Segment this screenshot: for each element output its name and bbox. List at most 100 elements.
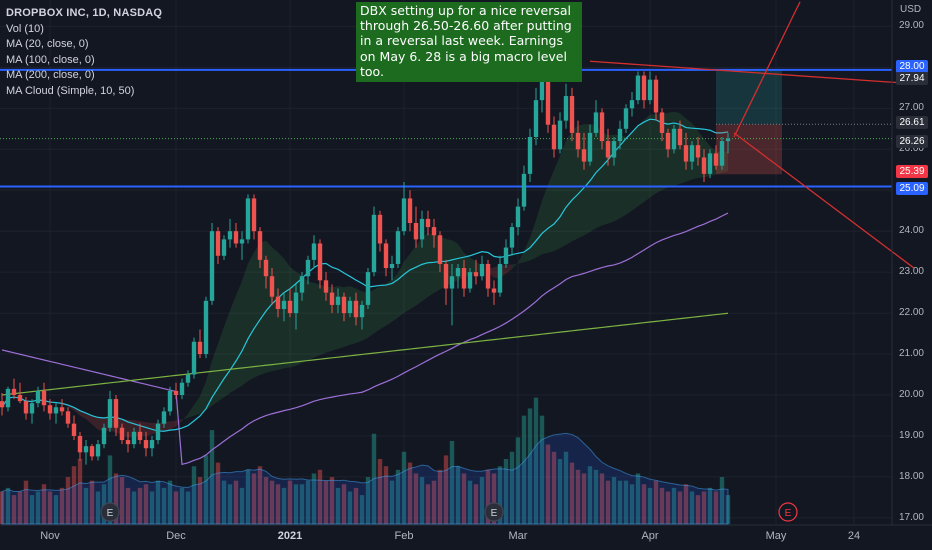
volume-bar [395, 469, 401, 524]
volume-bar [515, 437, 521, 524]
price-tag: 25.39 [896, 165, 928, 179]
candle-body [161, 411, 167, 424]
volume-bar [527, 408, 533, 524]
volume-bar [299, 484, 305, 524]
volume-bar [59, 487, 65, 524]
volume-bar [467, 480, 473, 524]
cloud-segment [224, 310, 230, 398]
volume-bar [419, 477, 425, 524]
volume-bar [179, 487, 185, 524]
cloud-segment [242, 263, 248, 386]
candle-body [35, 390, 41, 404]
candle-body [533, 100, 539, 137]
candle-body [725, 138, 731, 142]
legend-ma100[interactable]: MA (100, close, 0) [6, 53, 95, 66]
cloud-segment [314, 282, 320, 358]
ma20-line [1, 118, 729, 432]
x-tick-label: May [765, 530, 787, 542]
x-tick-label: Dec [166, 530, 186, 542]
volume-bar [203, 455, 209, 524]
volume-bar [197, 477, 203, 524]
candle-body [551, 124, 557, 150]
volume-bar [569, 462, 575, 524]
candle-body [143, 440, 149, 449]
volume-bar [563, 451, 569, 524]
candle-body [611, 141, 617, 158]
volume-bar [425, 484, 431, 524]
candle-body [179, 382, 185, 395]
candle-body [647, 79, 653, 101]
target-zone [716, 69, 782, 125]
symbol-title[interactable]: DROPBOX INC, 1D, NASDAQ [6, 7, 163, 19]
legend-ma-cloud[interactable]: MA Cloud (Simple, 10, 50) [6, 84, 135, 97]
cloud-segment [638, 119, 644, 207]
price-tag: 26.26 [896, 134, 928, 148]
candle-body [293, 292, 299, 314]
cloud-segment [194, 396, 200, 416]
volume-bar [641, 484, 647, 524]
volume-bar [263, 477, 269, 524]
candle-body [227, 231, 233, 240]
candle-body [185, 374, 191, 383]
volume-bar [293, 484, 299, 524]
volume-bar [101, 484, 107, 524]
volume-bar [275, 484, 281, 524]
candle-body [101, 427, 107, 445]
volume-bar [65, 477, 71, 524]
volume-bar [323, 480, 329, 524]
volume-bar [173, 491, 179, 524]
volume-bar [215, 462, 221, 524]
annotation-note[interactable]: DBX setting up for a nice reversal throu… [356, 2, 582, 83]
legend-ma200[interactable]: MA (200, close, 0) [6, 69, 95, 82]
volume-bar [683, 484, 689, 524]
cloud-segment [392, 272, 398, 322]
earnings-marker [778, 502, 798, 522]
cloud-segment [656, 113, 662, 194]
candle-body [665, 132, 671, 150]
volume-bar [449, 440, 455, 524]
cloud-segment [686, 118, 692, 182]
moving-averages [1, 118, 729, 466]
volume-bar [551, 451, 557, 524]
legend-volume[interactable]: Vol (10) [6, 22, 44, 35]
ma-cloud [2, 111, 728, 438]
candle-body [593, 112, 599, 133]
cloud-segment [560, 140, 566, 249]
cloud-segment [542, 184, 548, 255]
volume-bar [365, 477, 371, 524]
volume-bar [245, 469, 251, 524]
volume-bar [131, 491, 137, 524]
candle-body [323, 280, 329, 293]
price-tag: 25.09 [896, 181, 928, 195]
volume-bar [443, 455, 449, 524]
candle-body [599, 112, 605, 142]
cloud-segment [644, 114, 650, 202]
candle-body [53, 407, 59, 414]
candle-body [503, 247, 509, 264]
cloud-segment [422, 232, 428, 302]
cloud-segment [272, 247, 278, 372]
candle-body [461, 268, 467, 289]
cloud-segment [536, 200, 542, 258]
candle-body [311, 243, 317, 260]
legend-ma20[interactable]: MA (20, close, 0) [6, 38, 89, 51]
cloud-segment [182, 413, 188, 421]
candle-body [401, 198, 407, 232]
volume-bar [557, 459, 563, 524]
volume-bar [5, 487, 11, 524]
cloud-segment [188, 404, 194, 418]
currency-label: USD [900, 4, 922, 15]
volume-bar [341, 484, 347, 524]
volume-bar [599, 473, 605, 524]
candle-body [5, 388, 11, 408]
volume-bar [329, 477, 335, 524]
candle-body [707, 153, 713, 174]
candle-body [641, 75, 647, 101]
trendline [733, 1, 801, 138]
volume-bar [47, 491, 53, 524]
candle-body [275, 296, 281, 309]
cloud-segment [428, 232, 434, 297]
candle-body [131, 431, 137, 445]
volume-bar [401, 451, 407, 524]
candle-body [371, 214, 377, 273]
